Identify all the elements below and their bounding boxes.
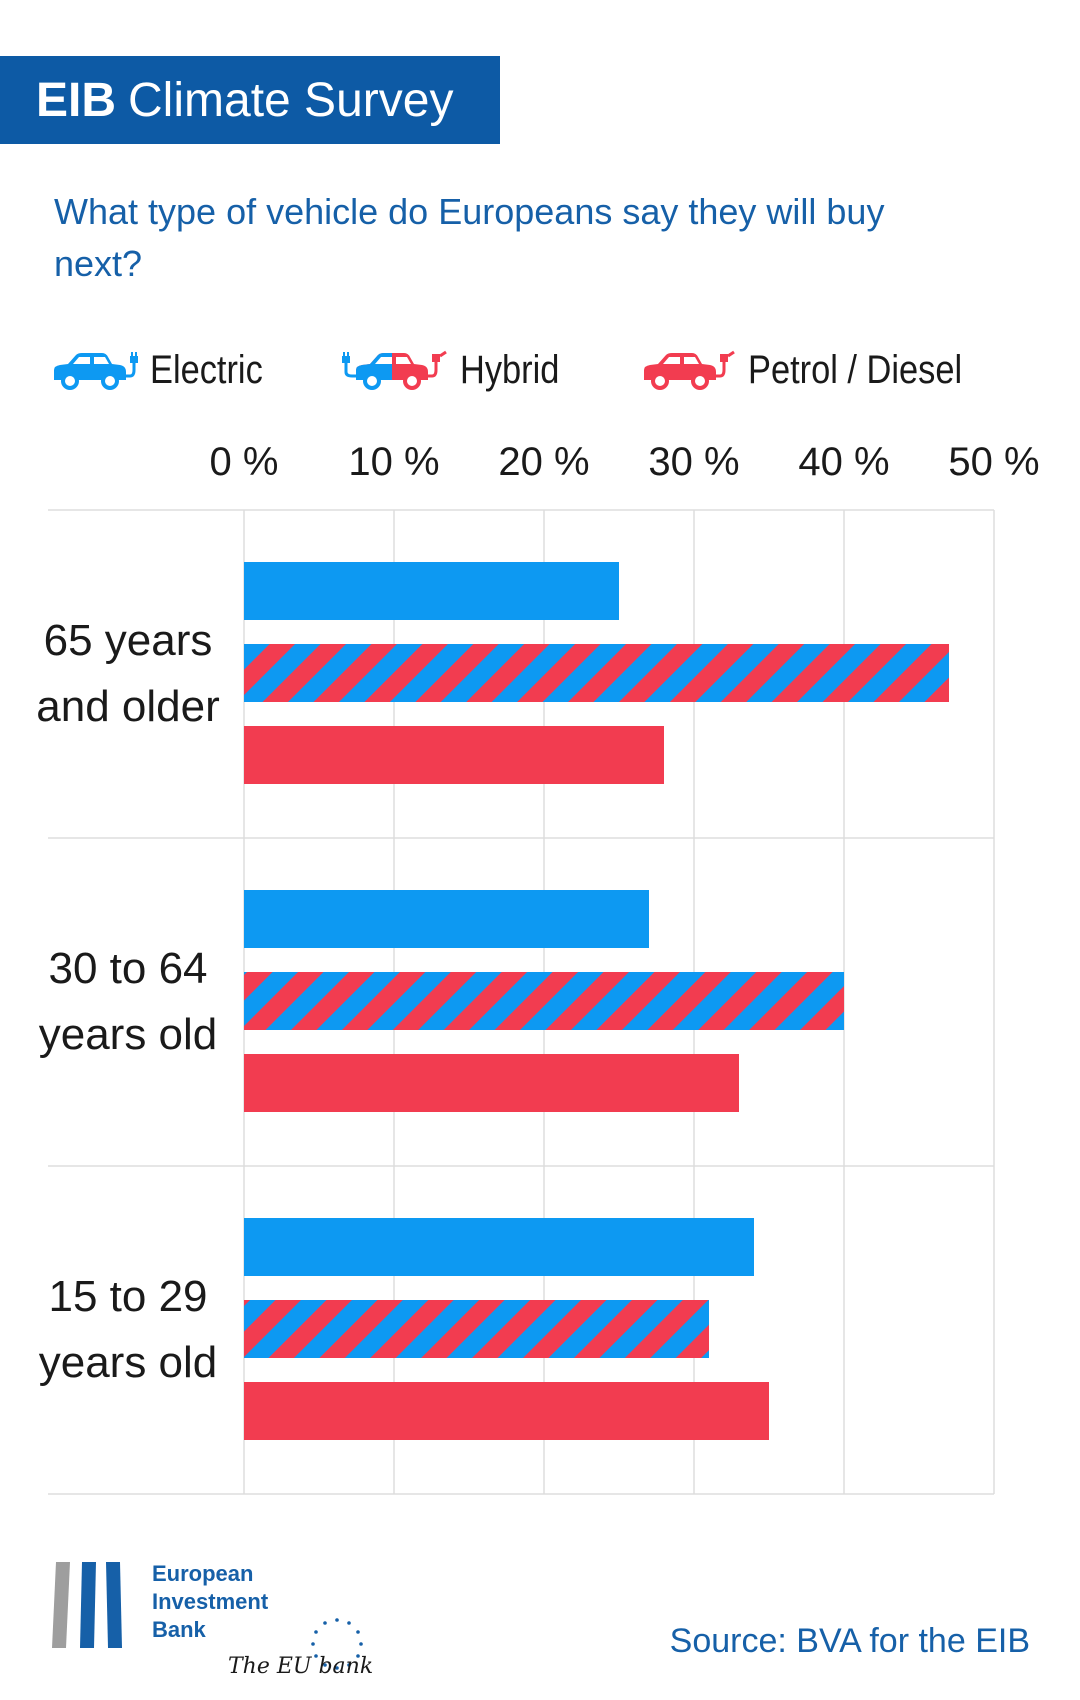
eib-logo-bars-icon: [52, 1562, 122, 1648]
bar-petrol: [244, 1382, 769, 1440]
banner-brand: EIB: [36, 73, 117, 127]
bar-hybrid: [244, 972, 844, 1030]
bar-electric: [244, 1218, 754, 1276]
eib-tagline: The EU bank: [228, 1654, 374, 1679]
category-label: 30 to 64 years old: [39, 944, 218, 1059]
source-note: Source: BVA for the EIB: [669, 1622, 1030, 1660]
category-labels: 65 years and older 30 to 64 years old 15 to …: [36, 616, 219, 1387]
petrol-car-icon: [644, 350, 735, 390]
bars: [244, 562, 949, 1440]
legend-item-petrol: Petrol / Diesel: [640, 340, 997, 400]
x-tick-label: 0 %: [210, 440, 279, 484]
title-banner: EIB Climate Survey: [0, 56, 500, 144]
hybrid-car-icon: [342, 350, 447, 390]
eib-logo: European Investment Bank The EU bank: [52, 1560, 382, 1680]
bar-hybrid: [244, 1300, 709, 1358]
legend-label-petrol: Petrol / Diesel: [748, 347, 963, 392]
category-label: 15 to 29 years old: [39, 1272, 218, 1387]
legend-label-electric: Electric: [150, 347, 263, 392]
bar-petrol: [244, 726, 664, 784]
legend-item-electric: Electric: [50, 340, 281, 400]
x-tick-label: 30 %: [648, 440, 739, 484]
x-tick-label: 10 %: [348, 440, 439, 484]
logo-line-investment: Investment: [152, 1589, 269, 1614]
banner-title: Climate Survey: [128, 73, 454, 127]
bar-petrol: [244, 1054, 739, 1112]
x-tick-label: 40 %: [798, 440, 889, 484]
bar-electric: [244, 890, 649, 948]
x-tick-label: 20 %: [498, 440, 589, 484]
bar-chart: 0 % 10 % 20 % 30 % 40 % 50 % 65 years and olde…: [36, 440, 1040, 1495]
legend-item-hybrid: Hybrid: [340, 340, 576, 400]
category-label: 65 years and older: [36, 616, 219, 731]
chart-question: What type of vehicle do Europeans say th…: [54, 191, 885, 284]
logo-line-european: European: [152, 1561, 254, 1586]
legend-label-hybrid: Hybrid: [460, 347, 560, 392]
electric-car-icon: [54, 352, 138, 390]
eib-logo-text: European Investment Bank: [152, 1560, 268, 1644]
eu-stars-icon: [311, 1618, 363, 1670]
x-axis-ticks: 0 % 10 % 20 % 30 % 40 % 50 %: [210, 440, 1040, 484]
bar-electric: [244, 562, 619, 620]
logo-line-bank: Bank: [152, 1617, 206, 1642]
x-tick-label: 50 %: [948, 440, 1039, 484]
bar-hybrid: [244, 644, 949, 702]
legend: Electric Hybrid: [50, 340, 1050, 400]
